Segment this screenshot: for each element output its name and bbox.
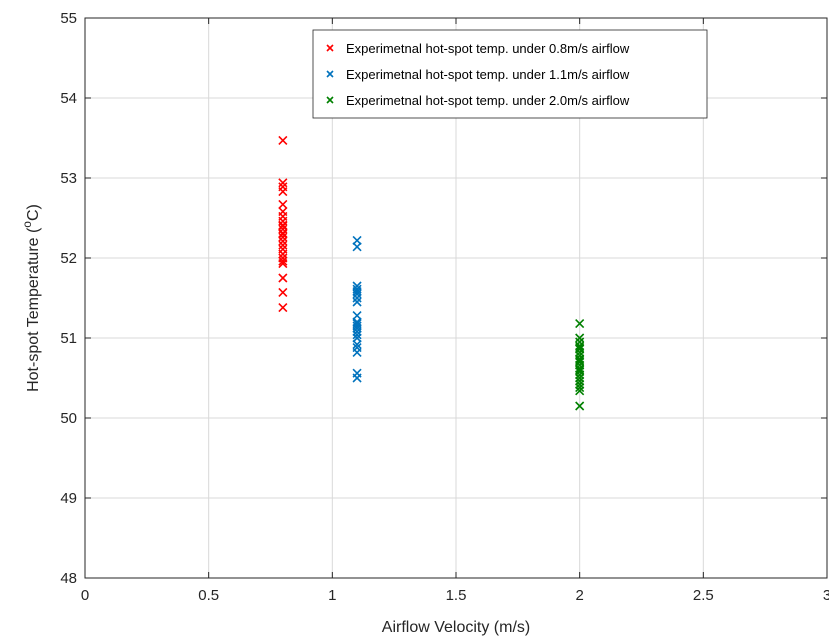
x-tick-label: 0 [81,587,89,604]
legend-entry-label: Experimetnal hot-spot temp. under 0.8m/s… [346,41,630,56]
legend: Experimetnal hot-spot temp. under 0.8m/s… [312,29,708,119]
data-point [352,289,362,299]
plot-frame [84,17,828,579]
y-axis-label-unit: C) [25,204,42,221]
data-point [352,339,362,349]
data-point [352,319,362,329]
y-tick-label: 55 [60,10,77,27]
data-point [278,199,288,209]
data-point [575,386,585,396]
x-tick-label: 2.5 [693,587,714,604]
y-axis-label-main: Hot-spot Temperature ( [25,227,42,392]
data-point [575,355,585,365]
series-3 [575,319,585,411]
data-point [278,249,288,259]
legend-marker [326,96,334,104]
x-axis-label: Airflow Velocity (m/s) [382,619,530,636]
x-tick-label: 0.5 [198,587,219,604]
data-point [278,232,288,242]
x-tick-label: 1 [328,587,336,604]
y-tick-label: 48 [60,570,77,587]
data-point [278,256,288,266]
x-tick-label: 2 [575,587,583,604]
legend-marker [326,44,334,52]
y-axis-label: Hot-spot Temperature (oC) [20,204,42,392]
x-tick-label: 1.5 [446,587,467,604]
data-point [352,287,362,297]
y-tick-labels: 48 49 50 51 52 53 54 55 [60,10,77,587]
y-tick-label: 54 [60,90,77,107]
data-point [575,319,585,329]
x-tick-labels: 0 0.5 1 1.5 2 2.5 3 [81,587,829,604]
legend-marker [326,70,334,78]
data-point [278,229,288,239]
data-point [352,347,362,357]
data-point [352,373,362,383]
data-point [278,287,288,297]
data-point [352,330,362,340]
x-tick-label: 3 [823,587,829,604]
data-point [278,303,288,313]
data-point [278,259,288,269]
y-tick-label: 53 [60,170,77,187]
data-point [575,401,585,411]
legend-box [312,29,708,119]
data-point [278,273,288,283]
svg-text:Hot-spot Temperature (oC): Hot-spot Temperature (oC) [20,204,42,392]
series-1 [278,135,288,313]
data-point [352,297,362,307]
data-point [575,343,585,353]
y-tick-label: 49 [60,490,77,507]
data-point [278,240,288,250]
y-tick-label: 52 [60,250,77,267]
legend-entry-label: Experimetnal hot-spot temp. under 1.1m/s… [346,67,630,82]
data-point [575,383,585,393]
y-axis-label-superscript: o [20,221,34,228]
legend-entry-label: Experimetnal hot-spot temp. under 2.0m/s… [346,93,630,108]
series-layer [278,135,585,411]
data-point [575,365,585,375]
data-point [278,236,288,246]
data-point [278,178,288,188]
data-point [575,333,585,343]
data-point [352,242,362,252]
data-point [278,221,288,231]
data-point [278,187,288,197]
series-2 [352,235,362,383]
data-point [278,135,288,145]
y-tick-label: 51 [60,330,77,347]
y-tick-label: 50 [60,410,77,427]
